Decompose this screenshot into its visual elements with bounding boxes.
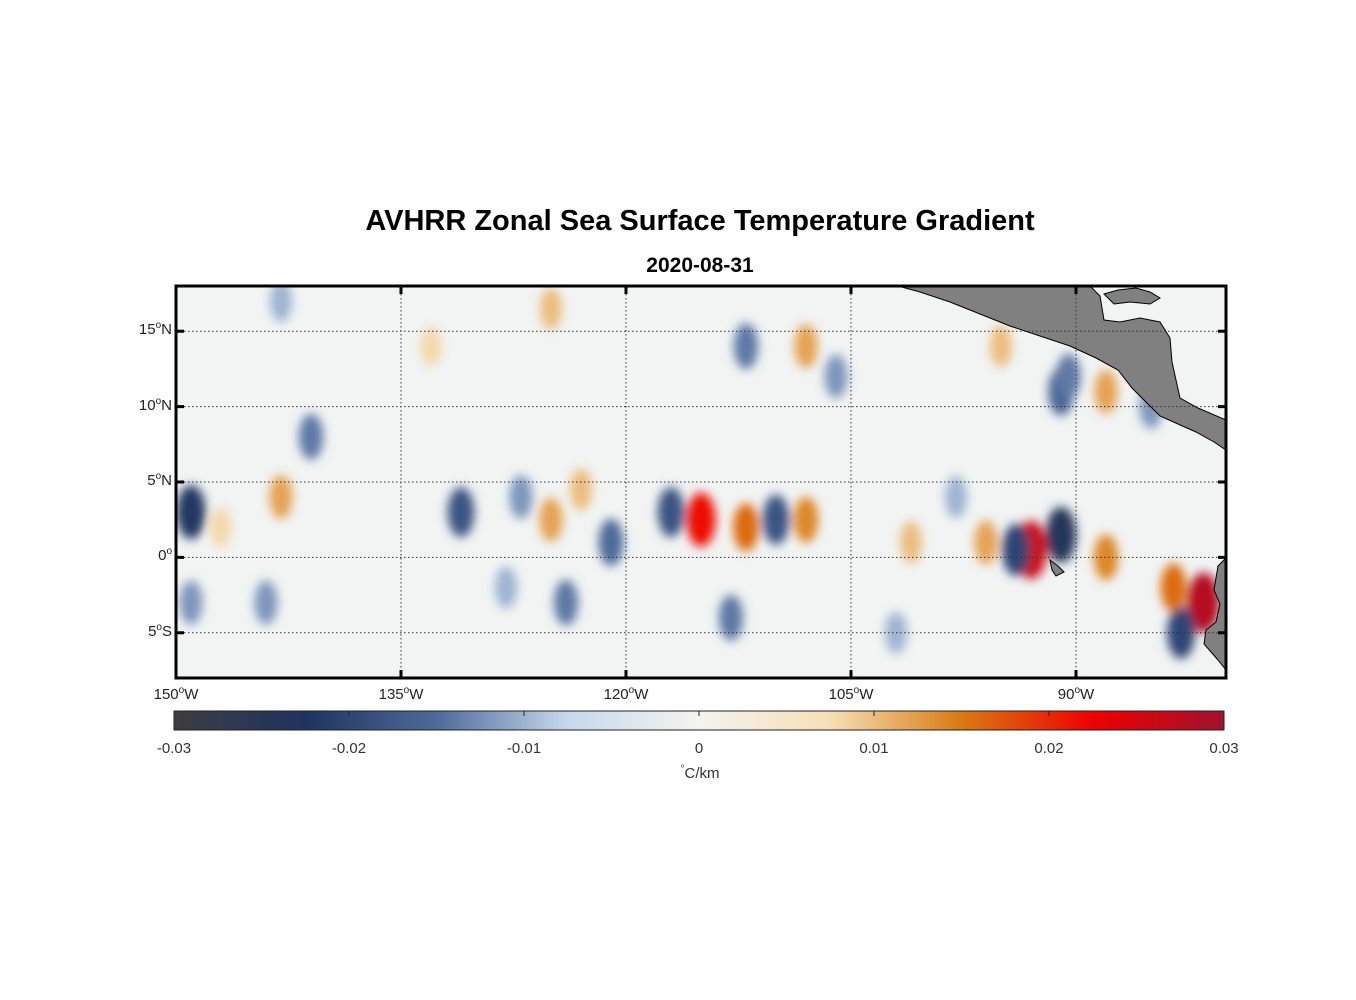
lon-label: 135oW — [378, 685, 424, 703]
colorbar-tick-label: 0.01 — [859, 740, 889, 757]
graticule — [176, 286, 1226, 678]
gradient-anomaly-39 — [945, 476, 967, 519]
gradient-anomaly-2 — [210, 507, 232, 548]
gradient-anomaly-15 — [598, 518, 624, 566]
gradient-anomaly-13 — [540, 287, 562, 330]
colorbar-tick-label: -0.03 — [156, 740, 192, 757]
chart-title: AVHRR Zonal Sea Surface Temperature Grad… — [365, 205, 1035, 237]
gradient-anomaly-11 — [553, 579, 579, 626]
lat-label: 5oS — [148, 621, 172, 640]
gradient-anomaly-16 — [657, 487, 685, 538]
gradient-anomaly-24 — [718, 594, 744, 641]
map-plot-area — [176, 286, 1226, 678]
gradient-anomaly-34 — [990, 325, 1012, 368]
colorbar-tick-label: 0 — [694, 740, 704, 757]
gradient-anomaly-38 — [1160, 563, 1187, 612]
gradient-anomaly-21 — [733, 323, 759, 370]
lat-label: 5oN — [147, 471, 172, 489]
gradient-anomaly-30 — [1093, 534, 1119, 581]
gradient-anomaly-36 — [1187, 572, 1220, 633]
gradient-anomaly-3 — [254, 580, 278, 625]
gradient-anomaly-28 — [1002, 523, 1030, 576]
colorbar-tick-label: 0.03 — [1209, 740, 1239, 757]
lat-label: 15oN — [138, 320, 172, 339]
gradient-anomaly-26 — [974, 520, 998, 565]
chart-subtitle: 2020-08-31 — [646, 254, 754, 277]
gradient-anomaly-25 — [900, 521, 922, 564]
caribbean-land — [1103, 287, 1161, 305]
gradient-anomaly-29 — [1045, 506, 1077, 563]
colorbar-tick-label: -0.01 — [506, 740, 542, 757]
gradient-anomaly-20 — [793, 496, 819, 543]
lat-label: 0o — [158, 546, 172, 565]
gradient-anomaly-8 — [509, 475, 533, 520]
gradient-anomaly-5 — [298, 413, 324, 460]
gradient-anomaly-0 — [176, 485, 206, 540]
central-america-land — [897, 286, 1226, 451]
gradient-anomaly-12 — [495, 566, 517, 609]
gradient-anomaly-14 — [420, 326, 442, 367]
map-frame — [174, 284, 1228, 680]
galapagos-land — [1049, 558, 1065, 577]
lon-label: 105oW — [828, 685, 874, 703]
south-america-land — [1203, 557, 1226, 671]
land-layer — [897, 286, 1226, 671]
gradient-anomaly-9 — [539, 497, 563, 542]
lon-label: 150oW — [153, 685, 199, 703]
gradient-anomaly-23 — [824, 354, 848, 399]
gradient-anomaly-19 — [762, 494, 790, 545]
colorbar-ticks — [173, 711, 1225, 716]
lon-label: 120oW — [603, 685, 649, 703]
lon-label: 90oW — [1057, 685, 1095, 703]
gradient-anomaly-17 — [686, 492, 716, 547]
gradient-anomaly-6 — [270, 286, 292, 323]
gradient-anomaly-18 — [733, 503, 759, 552]
colorbar-tick-label: 0.02 — [1034, 740, 1064, 757]
colorbar-tick-label: -0.02 — [331, 740, 367, 757]
lat-label: 10oN — [138, 395, 172, 414]
colorbar-unit: °C/km — [680, 764, 720, 782]
gradient-anomaly-4 — [179, 580, 203, 625]
gradient-anomaly-35 — [1056, 353, 1081, 400]
gradient-anomaly-1 — [269, 475, 293, 520]
gradient-anomaly-7 — [447, 487, 475, 538]
gradient-anomaly-22 — [794, 324, 818, 369]
gradient-anomaly-10 — [570, 468, 592, 511]
gradient-anomaly-31 — [1094, 369, 1118, 414]
